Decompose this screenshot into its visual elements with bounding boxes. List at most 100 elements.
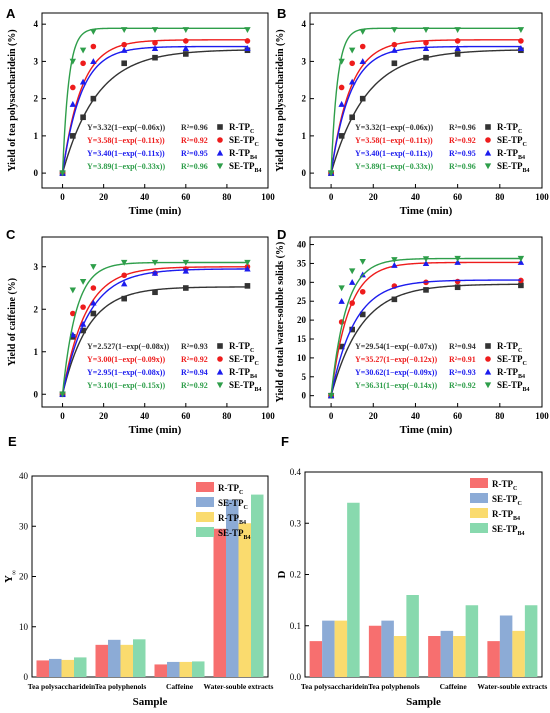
legend-marker — [216, 368, 224, 375]
legend-marker — [217, 343, 223, 349]
x-axis-title: Time (min) — [129, 424, 182, 436]
data-point — [120, 46, 128, 53]
legend-marker — [484, 368, 492, 375]
category-label: Tea polyphenols — [95, 682, 147, 691]
data-point — [151, 27, 159, 34]
y-tick-label: 30 — [19, 521, 29, 531]
legend-label: SE-TPB4 — [218, 528, 251, 541]
y-axis-title: D — [276, 570, 288, 578]
data-point — [454, 255, 461, 262]
series-1 — [59, 263, 251, 398]
x-axis-title: Sample — [406, 696, 441, 708]
r-squared-label: R²=0.96 — [449, 162, 476, 171]
bar — [347, 502, 360, 677]
data-point — [151, 45, 159, 51]
data-point — [517, 45, 525, 51]
legend-marker — [217, 124, 223, 130]
fit-equation: Y=3.32(1−exp(−0.06x)) — [355, 123, 433, 132]
y-axis-title: Yield of tea polysaccharidein (%) — [275, 29, 286, 171]
y-tick-label: 10 — [19, 622, 29, 632]
y-tick-label: 40 — [19, 471, 29, 481]
data-point — [517, 27, 525, 34]
y-tick-label: 2 — [34, 94, 39, 104]
legend-marker — [217, 137, 223, 143]
series-2 — [59, 265, 251, 397]
data-point — [152, 39, 158, 46]
bar — [167, 661, 180, 677]
category-label: Tea polyphenols — [368, 682, 420, 691]
data-point — [338, 343, 345, 350]
data-point — [121, 272, 127, 279]
data-point — [359, 288, 366, 295]
legend-marker — [485, 343, 491, 349]
y-tick-label: 15 — [297, 334, 307, 344]
fit-equation: Y=3.89(1−exp(−0.33x)) — [355, 162, 433, 171]
data-point — [327, 393, 335, 399]
data-point — [391, 46, 398, 53]
bar — [465, 605, 479, 677]
r-squared-label: R²=0.91 — [449, 355, 476, 364]
legend-swatch — [196, 482, 214, 492]
r-squared-label: R²=0.92 — [181, 381, 208, 390]
x-tick-label: 40 — [411, 192, 421, 202]
data-point — [359, 258, 366, 265]
data-point — [90, 29, 97, 35]
x-tick-label: 100 — [261, 411, 275, 421]
data-point — [348, 47, 356, 54]
legend-swatch — [470, 508, 488, 518]
data-point — [338, 297, 345, 304]
x-axis-title: Time (min) — [400, 205, 453, 217]
chart-panel-f: Tea polysaccharidein Tea polyphenols Caffe… — [276, 467, 547, 708]
bar — [238, 523, 251, 677]
r-squared-label: R²=0.96 — [449, 123, 476, 132]
bar — [334, 620, 348, 677]
data-point — [151, 259, 159, 266]
legend-marker — [216, 382, 224, 389]
legend-label: R-TPC — [497, 341, 522, 354]
x-tick-label: 80 — [222, 411, 232, 421]
data-point — [120, 259, 128, 266]
data-point — [454, 45, 461, 51]
data-point — [152, 54, 158, 61]
legend-label: SE-TPB4 — [492, 524, 525, 537]
y-tick-label: 0 — [34, 168, 39, 178]
panel-letter-e: E — [8, 434, 17, 449]
data-point — [349, 300, 355, 306]
legend-marker — [484, 149, 492, 156]
series-2 — [327, 259, 525, 399]
data-point — [182, 267, 190, 274]
y-axis-title: Yield of total water-soluble solids (%) — [275, 242, 286, 403]
data-point — [244, 265, 251, 272]
r-squared-label: R²=0.95 — [449, 149, 476, 158]
bar — [368, 625, 382, 677]
legend-label: SE-TPB4 — [229, 161, 262, 174]
bar — [309, 641, 323, 677]
fit-equation: Y=3.89(1−exp(−0.33x)) — [87, 162, 165, 171]
plot-frame — [309, 12, 543, 189]
data-point — [338, 100, 345, 107]
data-point — [79, 320, 87, 327]
chart-panel-d: 0 20 40 60 80 100 0 5 10 15 20 25 30 35 40 Time (min) Yi… — [275, 236, 549, 436]
series-3 — [59, 27, 251, 177]
category-label: Water-souble extracts — [477, 682, 547, 691]
fit-equation: Y=2.527(1−exp(−0.08x)) — [87, 342, 169, 351]
x-axis-title: Sample — [133, 696, 168, 708]
data-point — [151, 269, 159, 276]
bar — [179, 661, 192, 677]
data-point — [359, 311, 366, 318]
data-point — [182, 259, 190, 266]
data-point — [338, 84, 345, 91]
data-point — [80, 304, 86, 310]
y-tick-label: 0 — [302, 168, 307, 178]
bar — [108, 639, 121, 677]
fit-equation: Y=3.58(1−exp(−0.11x)) — [87, 136, 165, 145]
data-point — [182, 27, 190, 34]
fit-equation: Y=2.95(1−exp(−0.08x)) — [87, 368, 165, 377]
data-point — [423, 287, 429, 293]
bar — [393, 636, 407, 677]
y-tick-label: 0.3 — [290, 518, 302, 528]
data-point — [454, 278, 461, 285]
chart-panel-e: Tea polysaccharidein Tea polyphenols Caffe… — [3, 471, 274, 708]
x-tick-label: 0 — [60, 411, 65, 421]
